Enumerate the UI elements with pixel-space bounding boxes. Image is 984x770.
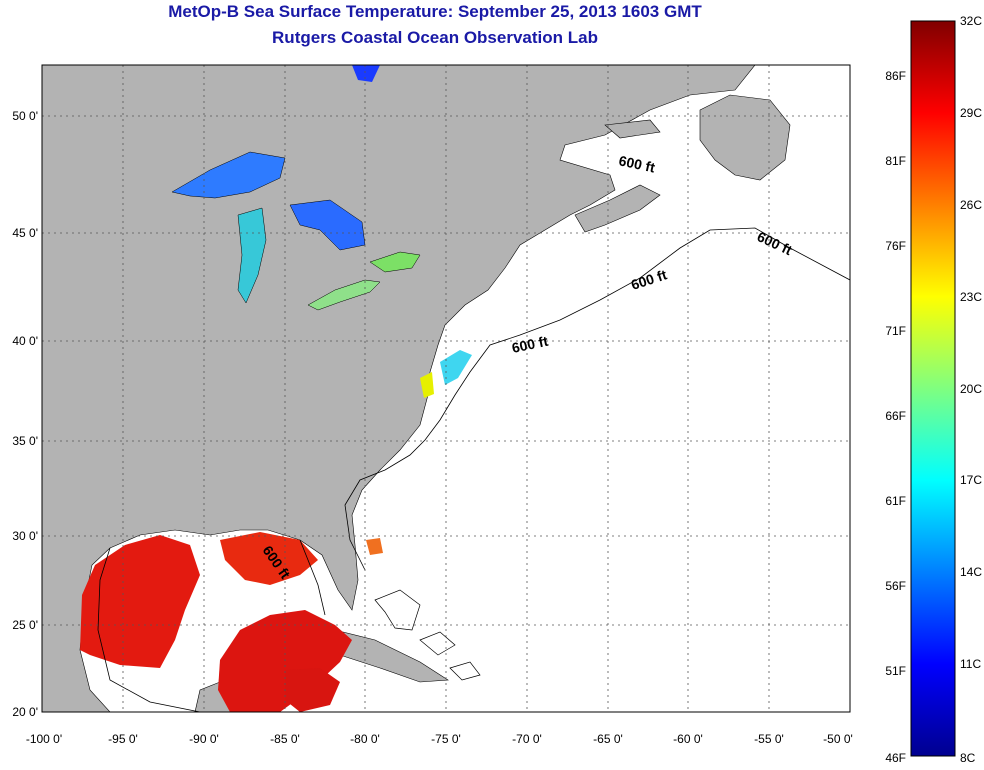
- colorbar-c-label: 26C: [960, 198, 982, 212]
- colorbar-f-label: 76F: [885, 239, 906, 253]
- lat-tick-label: 50 0': [12, 109, 38, 123]
- colorbar-c-label: 29C: [960, 106, 982, 120]
- sst-mid-atlantic: [440, 350, 472, 385]
- colorbar-c-label: 32C: [960, 14, 982, 28]
- colorbar-f-label: 86F: [885, 69, 906, 83]
- sst-gulfstream-patch: [366, 538, 383, 555]
- lon-tick-label: -70 0': [512, 732, 542, 746]
- lake-michigan: [237, 207, 267, 304]
- lon-tick-label: -80 0': [350, 732, 380, 746]
- lon-tick-label: -100 0': [26, 732, 62, 746]
- land-nova-scotia: [574, 184, 661, 233]
- colorbar-f-label: 71F: [885, 324, 906, 338]
- lat-tick-label: 35 0': [12, 434, 38, 448]
- lake-superior: [171, 151, 286, 199]
- lat-axis: 50 0' 45 0' 40 0' 35 0' 30 0' 25 0' 20 0…: [12, 109, 38, 719]
- lon-tick-label: -65 0': [593, 732, 623, 746]
- lat-tick-label: 30 0': [12, 529, 38, 543]
- isobath-600ft: [97, 227, 850, 712]
- colorbar: [910, 20, 956, 757]
- lake-erie: [307, 279, 381, 311]
- colorbar-c-label: 11C: [960, 657, 981, 671]
- colorbar-c-label: 17C: [960, 473, 982, 487]
- lon-tick-label: -55 0': [754, 732, 784, 746]
- colorbar-f-label: 61F: [885, 494, 906, 508]
- sst-gulf-east: [218, 610, 352, 712]
- colorbar-celsius-labels: 32C 29C 26C 23C 20C 17C 14C 11C 8C: [960, 14, 982, 765]
- lake-huron: [289, 199, 366, 251]
- colorbar-fahrenheit-labels: 86F 81F 76F 71F 66F 61F 56F 51F 46F: [885, 69, 906, 765]
- contour-label: 600 ft: [617, 152, 656, 175]
- bahamas-banks: [374, 589, 481, 681]
- lon-tick-label: -60 0': [673, 732, 703, 746]
- land-anticosti: [604, 119, 661, 139]
- lat-tick-label: 40 0': [12, 334, 38, 348]
- lake-ontario: [369, 251, 421, 273]
- map-frame: [41, 64, 851, 713]
- lat-tick-label: 25 0': [12, 618, 38, 632]
- colorbar-c-label: 23C: [960, 290, 982, 304]
- map-title: MetOp-B Sea Surface Temperature: Septemb…: [168, 2, 702, 21]
- lon-axis: -100 0' -95 0' -90 0' -85 0' -80 0' -75 …: [26, 732, 853, 746]
- sst-chesapeake: [420, 372, 434, 398]
- colorbar-c-label: 20C: [960, 382, 982, 396]
- lon-tick-label: -85 0': [270, 732, 300, 746]
- sst-gulf-west: [80, 535, 200, 668]
- land-north-america: [42, 65, 756, 712]
- lat-tick-label: 20 0': [12, 705, 38, 719]
- colorbar-f-label: 56F: [885, 579, 906, 593]
- graticule: [42, 65, 850, 712]
- colorbar-c-label: 8C: [960, 751, 976, 765]
- lon-tick-label: -75 0': [431, 732, 461, 746]
- colorbar-f-label: 51F: [885, 664, 906, 678]
- lon-tick-label: -50 0': [823, 732, 853, 746]
- hudson-bay-patch: [352, 65, 380, 82]
- contour-label: 600 ft: [510, 333, 549, 356]
- colorbar-f-label: 66F: [885, 409, 906, 423]
- sst-caribbean-cayman: [285, 668, 340, 712]
- sst-gulf-north: [220, 532, 318, 585]
- lon-tick-label: -90 0': [189, 732, 219, 746]
- lon-tick-label: -95 0': [108, 732, 138, 746]
- lat-tick-label: 45 0': [12, 226, 38, 240]
- colorbar-f-label: 81F: [885, 154, 906, 168]
- colorbar-f-label: 46F: [885, 751, 906, 765]
- map-subtitle: Rutgers Coastal Ocean Observation Lab: [272, 28, 598, 47]
- colorbar-c-label: 14C: [960, 565, 982, 579]
- land-newfoundland: [699, 94, 791, 181]
